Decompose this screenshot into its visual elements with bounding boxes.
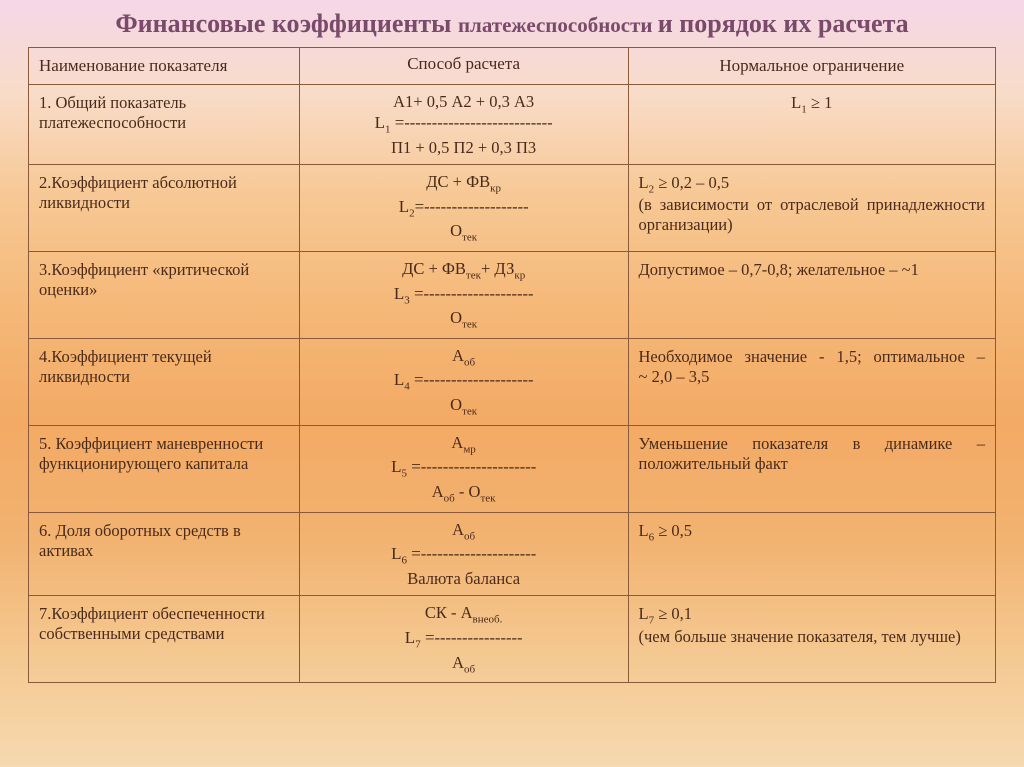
normal-limit: L2 ≥ 0,2 – 0,5(в зависимости от отраслев… bbox=[628, 165, 995, 252]
indicator-name: 3.Коэффициент «критической оценки» bbox=[29, 251, 300, 338]
normal-limit: Допустимое – 0,7-0,8; желательное – ~1 bbox=[628, 251, 995, 338]
normal-limit: L7 ≥ 0,1(чем больше значение показателя,… bbox=[628, 596, 995, 683]
table-row: 3.Коэффициент «критической оценки»ДС + Ф… bbox=[29, 251, 996, 338]
indicator-name: 5. Коэффициент маневренности функциониру… bbox=[29, 425, 300, 512]
header-norm: Нормальное ограничение bbox=[628, 47, 995, 84]
table-row: 1. Общий показатель платежеспособностиА1… bbox=[29, 84, 996, 165]
table-row: 4.Коэффициент текущей ликвидностиАобL4 =… bbox=[29, 338, 996, 425]
calculation-formula: А1+ 0,5 А2 + 0,3 А3L1 = ----------------… bbox=[299, 84, 628, 165]
indicator-name: 1. Общий показатель платежеспособности bbox=[29, 84, 300, 165]
normal-limit: Необходимое значение - 1,5; оптимальное … bbox=[628, 338, 995, 425]
normal-limit: Уменьшение показателя в динамике – полож… bbox=[628, 425, 995, 512]
calculation-formula: ДС + ФВкрL2=-------------------Отек bbox=[299, 165, 628, 252]
page-title: Финансовые коэффициенты платежеспособнос… bbox=[28, 8, 996, 41]
table-row: 6. Доля оборотных средств в активахАобL6… bbox=[29, 512, 996, 596]
calculation-formula: АобL6 = ---------------------Валюта бала… bbox=[299, 512, 628, 596]
indicator-name: 6. Доля оборотных средств в активах bbox=[29, 512, 300, 596]
header-name: Наименование показателя bbox=[29, 47, 300, 84]
indicator-name: 2.Коэффициент абсолютной ликвидности bbox=[29, 165, 300, 252]
table-row: 2.Коэффициент абсолютной ликвидностиДС +… bbox=[29, 165, 996, 252]
header-row: Наименование показателя Способ расчета Н… bbox=[29, 47, 996, 84]
coefficients-table: Наименование показателя Способ расчета Н… bbox=[28, 47, 996, 684]
table-row: 7.Коэффициент обеспеченности собственным… bbox=[29, 596, 996, 683]
indicator-name: 4.Коэффициент текущей ликвидности bbox=[29, 338, 300, 425]
normal-limit: L1 ≥ 1 bbox=[628, 84, 995, 165]
calculation-formula: ДС + ФВтек+ ДЗкрL3 = -------------------… bbox=[299, 251, 628, 338]
normal-limit: L6 ≥ 0,5 bbox=[628, 512, 995, 596]
calculation-formula: АобL4 =--------------------Отек bbox=[299, 338, 628, 425]
header-calc: Способ расчета bbox=[299, 47, 628, 84]
table-row: 5. Коэффициент маневренности функциониру… bbox=[29, 425, 996, 512]
indicator-name: 7.Коэффициент обеспеченности собственным… bbox=[29, 596, 300, 683]
calculation-formula: СК - Авнеоб.L7 = ----------------Аоб bbox=[299, 596, 628, 683]
calculation-formula: АмрL5 =---------------------Аоб - Отек bbox=[299, 425, 628, 512]
